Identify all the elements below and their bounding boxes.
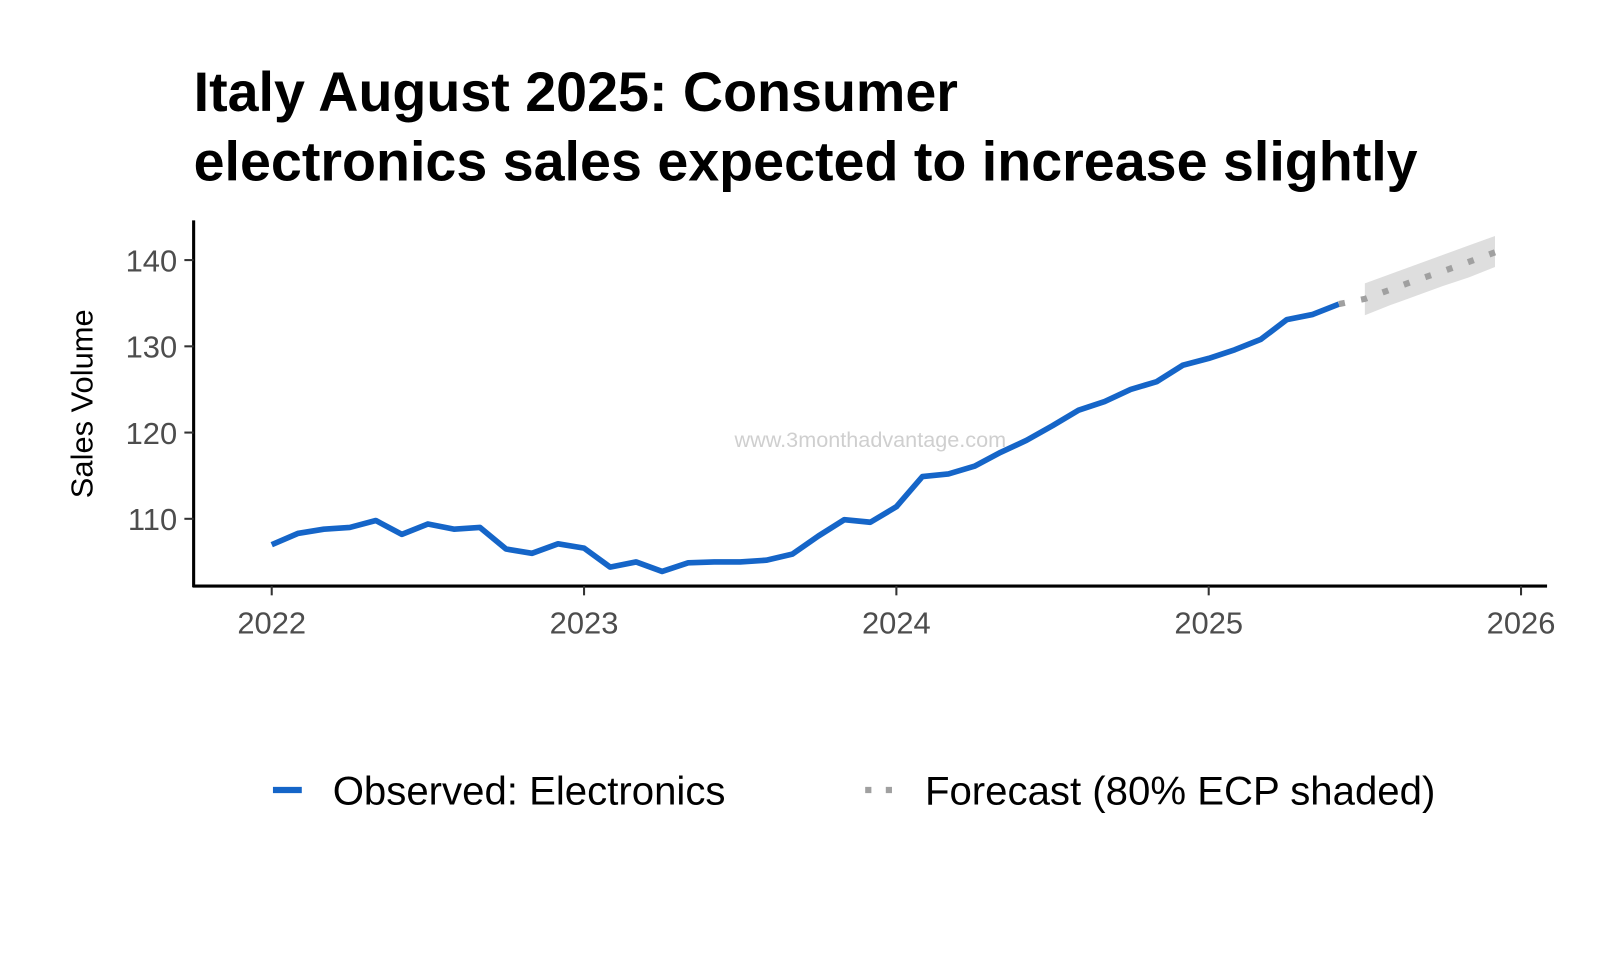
chart-body: Italy August 2025: Consumer electronics … (65, 61, 1556, 813)
x-tick-label: 2024 (862, 605, 931, 640)
y-tick-label: 130 (126, 330, 178, 365)
x-tick-label: 2025 (1174, 605, 1243, 640)
observed-line (270, 301, 1340, 575)
chart-title: electronics sales expected to increase s… (194, 130, 1418, 192)
x-tick-label: 2022 (237, 605, 306, 640)
x-tick-label: 2023 (550, 605, 619, 640)
y-tick-label: 110 (128, 502, 177, 537)
forecast-line (1338, 249, 1497, 308)
watermark: www.3monthadvantage.com (734, 427, 1007, 452)
legend-label: Observed: Electronics (333, 768, 726, 813)
y-axis-label: Sales Volume (65, 309, 100, 498)
y-tick-label: 120 (126, 416, 178, 451)
y-tick-label: 140 (126, 243, 178, 278)
legend-label: Forecast (80% ECP shaded) (925, 768, 1435, 813)
x-tick-label: 2026 (1487, 605, 1556, 640)
chart-title: Italy August 2025: Consumer (194, 61, 958, 123)
